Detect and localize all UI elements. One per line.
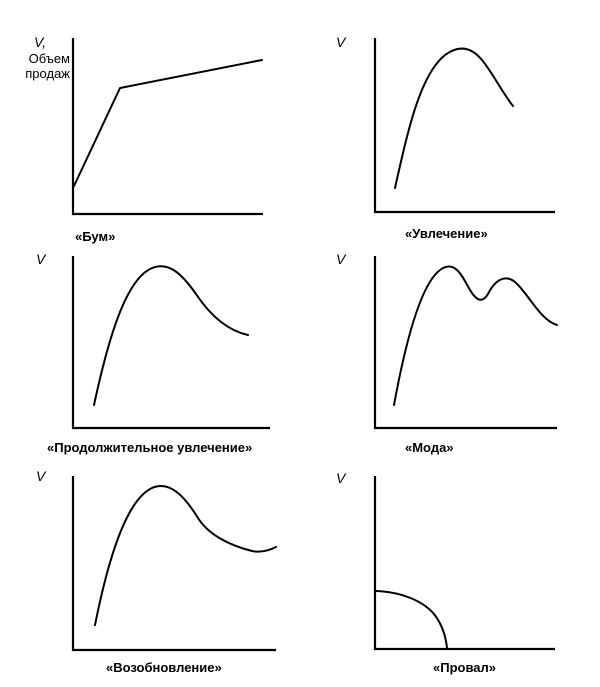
y-axis-label-extra: Объем продаж	[25, 51, 70, 81]
sales-curve	[94, 485, 277, 626]
caption: «Продолжительное увлечение»	[47, 440, 253, 455]
caption: «Возобновление»	[106, 660, 222, 675]
y-axis-label: V	[336, 470, 346, 486]
sales-curve	[393, 265, 558, 406]
caption: «Бум»	[75, 229, 116, 244]
sales-curve	[93, 265, 249, 406]
axes	[373, 38, 555, 214]
y-axis-label: V	[36, 468, 46, 484]
axes	[71, 256, 270, 430]
y-axis-label: V	[36, 251, 46, 267]
y-axis-label: V,	[34, 34, 47, 50]
sales-curve	[73, 59, 263, 187]
axes	[373, 476, 555, 651]
axes	[71, 476, 276, 652]
axes	[373, 256, 557, 430]
axes	[71, 38, 263, 216]
y-axis-label: V	[336, 251, 346, 267]
y-axis-label: V	[336, 34, 346, 50]
sales-curve	[394, 47, 514, 189]
caption: «Увлечение»	[405, 226, 488, 241]
caption: «Провал»	[433, 660, 496, 675]
sales-curve	[375, 590, 448, 649]
caption: «Мода»	[405, 440, 454, 455]
